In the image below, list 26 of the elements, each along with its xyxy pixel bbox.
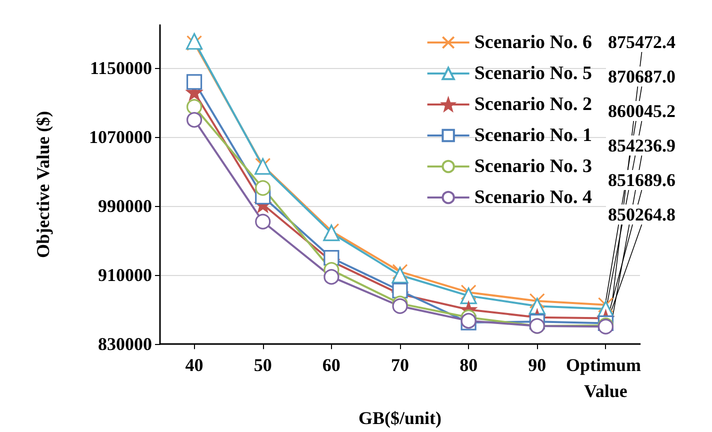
y-tick-label: 990000 [98,196,152,216]
legend-label: Scenario No. 5 [474,63,592,84]
legend-label: Scenario No. 3 [474,156,592,177]
x-tick-label: 70 [391,355,409,376]
x-tick-label: 50 [254,355,272,376]
x-tick-label: 60 [322,355,340,376]
data-label: 870687.0 [608,66,676,86]
y-tick-label: 1070000 [89,127,152,148]
data-label: 851689.6 [608,170,676,190]
legend-label: Scenario No. 4 [474,187,592,208]
data-label: 850264.8 [608,204,676,224]
x-tick-label: 90 [528,355,546,376]
y-tick-label: 910000 [98,265,152,286]
x-tick-label: 80 [460,355,478,376]
data-label: 854236.9 [608,136,676,156]
y-axis-title: Objective Value ($) [33,111,53,258]
x-tick-label: 40 [185,355,204,376]
x-tick-label: Optimum Value [566,355,646,402]
y-tick-label: 830000 [98,334,152,354]
data-label: 860045.2 [608,101,676,121]
x-axis-title: GB($/unit) [358,408,442,428]
y-tick-label: 1150000 [90,58,152,78]
legend-label: Scenario No. 1 [474,125,592,146]
legend-label: Scenario No. 6 [474,32,592,53]
legend-label: Scenario No. 2 [474,94,592,115]
data-label: 875472.4 [608,32,676,52]
